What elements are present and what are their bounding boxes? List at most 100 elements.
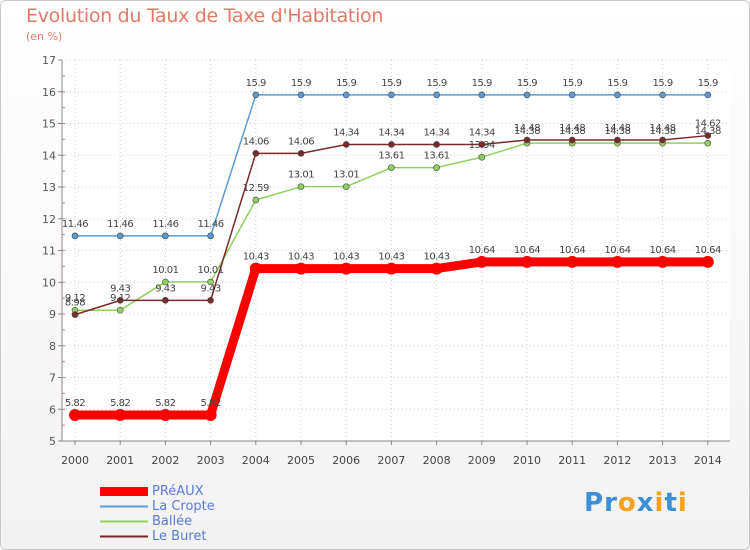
x-tick-label: 2009 bbox=[468, 454, 496, 467]
data-point bbox=[568, 91, 576, 99]
y-tick-label: 12 bbox=[42, 213, 56, 226]
y-tick-label: 14 bbox=[42, 149, 56, 162]
legend-item-le-buret: Le Buret bbox=[100, 529, 215, 544]
legend: PRéAUX La Cropte Ballée Le Buret bbox=[100, 484, 215, 544]
data-label: 14.34 bbox=[424, 127, 450, 138]
data-label: 10.01 bbox=[152, 265, 178, 276]
data-point bbox=[252, 150, 260, 157]
data-label: 10.64 bbox=[604, 245, 630, 256]
data-point bbox=[704, 132, 712, 139]
data-label: 10.43 bbox=[424, 252, 450, 263]
x-tick-label: 2012 bbox=[603, 454, 631, 467]
data-point bbox=[659, 91, 666, 99]
data-point bbox=[659, 136, 666, 144]
data-label: 14.34 bbox=[378, 127, 404, 138]
data-label: 10.43 bbox=[288, 252, 314, 263]
data-label: 5.82 bbox=[65, 398, 85, 409]
data-point bbox=[71, 311, 79, 318]
data-label: 13.01 bbox=[288, 170, 314, 181]
data-label: 10.64 bbox=[469, 245, 495, 256]
data-point bbox=[433, 91, 440, 99]
data-point bbox=[249, 262, 262, 275]
logo-letter: t bbox=[664, 488, 678, 518]
data-label: 15.9 bbox=[472, 78, 492, 89]
data-point bbox=[478, 153, 486, 161]
data-point bbox=[701, 255, 714, 268]
logo-letter: i bbox=[654, 488, 665, 518]
y-tick-label: 7 bbox=[49, 372, 56, 385]
data-label: 10.64 bbox=[650, 245, 676, 256]
x-tick-label: 2008 bbox=[423, 454, 451, 467]
data-point bbox=[614, 91, 621, 99]
data-point bbox=[430, 262, 443, 275]
chart-title: Evolution du Taux de Taxe d'Habitation bbox=[26, 5, 384, 27]
data-point bbox=[523, 91, 531, 99]
y-tick-label: 15 bbox=[42, 118, 56, 131]
data-label: 14.48 bbox=[559, 123, 585, 134]
data-label: 14.48 bbox=[514, 123, 540, 134]
data-point bbox=[388, 164, 395, 171]
data-label: 14.38 bbox=[514, 126, 540, 137]
x-tick-label: 2006 bbox=[332, 454, 360, 467]
legend-swatch-preaux bbox=[100, 487, 148, 496]
data-label: 15.9 bbox=[562, 78, 582, 89]
data-label: 15.9 bbox=[426, 78, 446, 89]
data-point bbox=[478, 141, 486, 148]
data-label: 11.46 bbox=[152, 219, 178, 230]
data-point bbox=[340, 262, 353, 275]
legend-item-preaux: PRéAUX bbox=[100, 484, 215, 499]
data-point bbox=[388, 141, 395, 148]
data-point bbox=[611, 255, 624, 268]
legend-label-ballee: Ballée bbox=[152, 514, 193, 529]
data-point bbox=[295, 262, 307, 275]
data-point bbox=[656, 255, 669, 268]
data-point bbox=[342, 183, 350, 190]
data-label: 13.61 bbox=[378, 151, 404, 162]
data-label: 14.38 bbox=[695, 126, 721, 137]
data-label: 15.9 bbox=[246, 78, 266, 89]
data-label: 15.9 bbox=[607, 78, 627, 89]
data-label: 14.38 bbox=[604, 126, 630, 137]
y-tick-label: 11 bbox=[42, 245, 56, 258]
data-point bbox=[297, 150, 305, 157]
data-point bbox=[704, 139, 712, 147]
data-point bbox=[207, 232, 214, 240]
data-point bbox=[162, 278, 169, 286]
y-tick-label: 8 bbox=[49, 340, 56, 353]
data-point bbox=[385, 262, 398, 275]
data-label: 14.06 bbox=[288, 136, 314, 147]
data-point bbox=[207, 297, 214, 304]
x-tick-label: 2000 bbox=[61, 454, 89, 467]
logo-letter: x bbox=[636, 488, 655, 518]
data-label: 15.9 bbox=[336, 78, 356, 89]
data-point bbox=[297, 183, 305, 190]
data-label: 15.9 bbox=[652, 78, 672, 89]
logo-letter: i bbox=[677, 488, 688, 518]
x-tick-label: 2013 bbox=[649, 454, 677, 467]
data-label: 14.34 bbox=[469, 127, 495, 138]
data-point bbox=[162, 297, 169, 304]
data-label: 11.46 bbox=[198, 219, 224, 230]
data-point bbox=[568, 136, 576, 144]
data-label: 9.12 bbox=[110, 293, 130, 304]
data-label: 13.01 bbox=[333, 170, 359, 181]
legend-swatch-la-cropte bbox=[100, 505, 148, 508]
legend-label-la-cropte: La Cropte bbox=[152, 499, 215, 514]
legend-swatch-le-buret bbox=[100, 535, 148, 538]
data-label: 10.64 bbox=[514, 245, 540, 256]
data-point bbox=[566, 255, 579, 268]
data-label: 9.12 bbox=[65, 293, 85, 304]
data-label: 14.06 bbox=[243, 136, 269, 147]
x-tick-label: 2010 bbox=[513, 454, 541, 467]
y-tick-label: 5 bbox=[49, 435, 56, 448]
x-tick-label: 2004 bbox=[242, 454, 270, 467]
data-label: 11.46 bbox=[62, 219, 88, 230]
data-point bbox=[71, 232, 79, 240]
data-label: 10.43 bbox=[243, 252, 269, 263]
data-point bbox=[116, 297, 124, 304]
data-label: 10.43 bbox=[378, 252, 404, 263]
data-point bbox=[69, 408, 81, 421]
x-tick-label: 2002 bbox=[151, 454, 179, 467]
data-point bbox=[114, 408, 127, 421]
